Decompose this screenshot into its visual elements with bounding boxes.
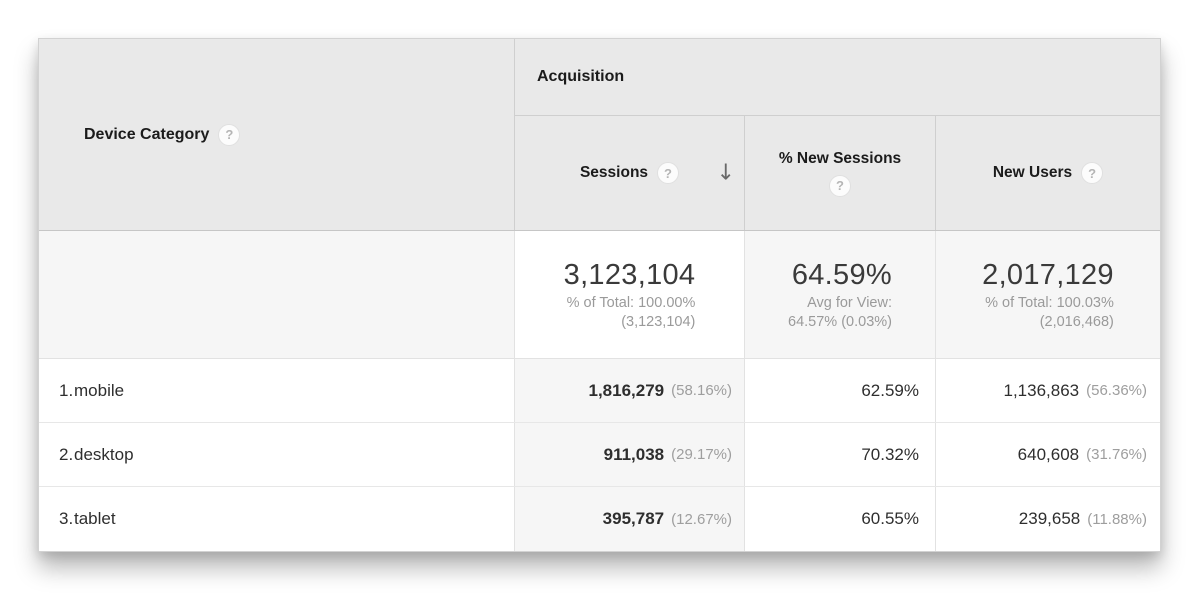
sessions-share: (29.17%) xyxy=(671,446,732,463)
row-index: 2. xyxy=(59,444,74,464)
new-users-share: (31.76%) xyxy=(1086,446,1147,463)
new-users-share: (11.88%) xyxy=(1087,510,1147,528)
row-index: 1. xyxy=(59,380,74,400)
help-icon[interactable]: ? xyxy=(657,162,680,184)
device-category-label: Device Category xyxy=(84,125,210,143)
device-cell: 1. mobile xyxy=(39,359,515,422)
percent-new-sessions-value: 62.59% xyxy=(861,380,919,400)
percent-new-sessions-cell: 60.55% xyxy=(745,487,936,551)
percent-new-sessions-total-value: 64.59% xyxy=(791,259,892,291)
analytics-data-table: Device Category ? Acquisition Sessions ?… xyxy=(38,38,1161,552)
new-users-cell: 640,608 (31.76%) xyxy=(936,423,1160,486)
help-icon[interactable]: ? xyxy=(829,174,851,197)
sessions-total-detail: (3,123,104) xyxy=(621,314,696,330)
column-header-new-users[interactable]: New Users ? xyxy=(936,116,1160,230)
acquisition-group: Acquisition Sessions ? ↓ % New Sessions … xyxy=(515,39,1160,230)
summary-sessions-cell: 3,123,104 % of Total: 100.00% (3,123,104… xyxy=(515,231,745,358)
column-header-percent-new-sessions[interactable]: % New Sessions ? xyxy=(745,116,936,230)
percent-new-sessions-value: 70.32% xyxy=(861,444,919,464)
sessions-cell: 1,816,279 (58.16%) xyxy=(515,359,745,422)
sort-descending-arrow-icon[interactable]: ↓ xyxy=(716,160,735,186)
acquisition-label: Acquisition xyxy=(537,68,625,85)
percent-new-sessions-cell: 70.32% xyxy=(745,423,936,486)
row-index: 3. xyxy=(59,509,74,528)
sessions-cell: 911,038 (29.17%) xyxy=(515,423,745,486)
table-row: 3. tablet 395,787 (12.67%) 60.55% 239,65… xyxy=(39,487,1160,551)
metric-subheaders: Sessions ? ↓ % New Sessions ? New Users … xyxy=(515,116,1160,230)
summary-row: 3,123,104 % of Total: 100.00% (3,123,104… xyxy=(39,231,1160,359)
new-users-value: 1,136,863 xyxy=(1003,380,1080,400)
table-header: Device Category ? Acquisition Sessions ?… xyxy=(39,39,1160,231)
column-header-device-category[interactable]: Device Category ? xyxy=(39,39,515,230)
device-cell: 3. tablet xyxy=(39,487,515,551)
percent-new-sessions-total-detail: Avg for View: xyxy=(807,295,892,311)
summary-device-category-cell xyxy=(39,231,515,358)
percent-new-sessions-value: 60.55% xyxy=(861,509,919,528)
sessions-total-detail: % of Total: 100.00% xyxy=(566,295,696,311)
sessions-share: (58.16%) xyxy=(671,382,732,399)
percent-new-sessions-cell: 62.59% xyxy=(745,359,936,422)
sessions-value: 395,787 xyxy=(602,509,665,528)
summary-new-users-cell: 2,017,129 % of Total: 100.03% (2,016,468… xyxy=(936,231,1160,358)
help-icon[interactable]: ? xyxy=(1081,162,1104,184)
table-row: 1. mobile 1,816,279 (58.16%) 62.59% 1,13… xyxy=(39,359,1160,423)
sessions-cell: 395,787 (12.67%) xyxy=(515,487,745,551)
device-name-link[interactable]: desktop xyxy=(74,444,134,464)
help-icon[interactable]: ? xyxy=(218,123,241,146)
summary-percent-new-sessions-cell: 64.59% Avg for View: 64.57% (0.03%) xyxy=(745,231,936,358)
new-users-share: (56.36%) xyxy=(1086,382,1147,399)
sessions-share: (12.67%) xyxy=(671,510,732,528)
new-users-total-value: 2,017,129 xyxy=(982,259,1114,291)
new-users-cell: 1,136,863 (56.36%) xyxy=(936,359,1160,422)
group-header-acquisition: Acquisition xyxy=(515,39,1160,116)
percent-new-sessions-label: % New Sessions xyxy=(778,149,902,167)
new-users-total-detail: % of Total: 100.03% xyxy=(985,295,1114,311)
percent-new-sessions-total-detail: 64.57% (0.03%) xyxy=(788,314,892,330)
new-users-label: New Users xyxy=(992,164,1073,181)
new-users-total-detail: (2,016,468) xyxy=(1039,314,1114,330)
new-users-value: 239,658 xyxy=(1018,509,1081,528)
device-cell: 2. desktop xyxy=(39,423,515,486)
device-name-link[interactable]: tablet xyxy=(74,509,116,528)
device-name-link[interactable]: mobile xyxy=(74,380,125,400)
new-users-cell: 239,658 (11.88%) xyxy=(936,487,1160,551)
new-users-value: 640,608 xyxy=(1017,444,1080,464)
sessions-value: 911,038 xyxy=(603,444,665,464)
sessions-label: Sessions xyxy=(579,164,649,181)
sessions-total-value: 3,123,104 xyxy=(563,259,696,291)
table-row: 2. desktop 911,038 (29.17%) 70.32% 640,6… xyxy=(39,423,1160,487)
sessions-value: 1,816,279 xyxy=(588,380,665,400)
column-header-sessions[interactable]: Sessions ? ↓ xyxy=(515,116,745,230)
